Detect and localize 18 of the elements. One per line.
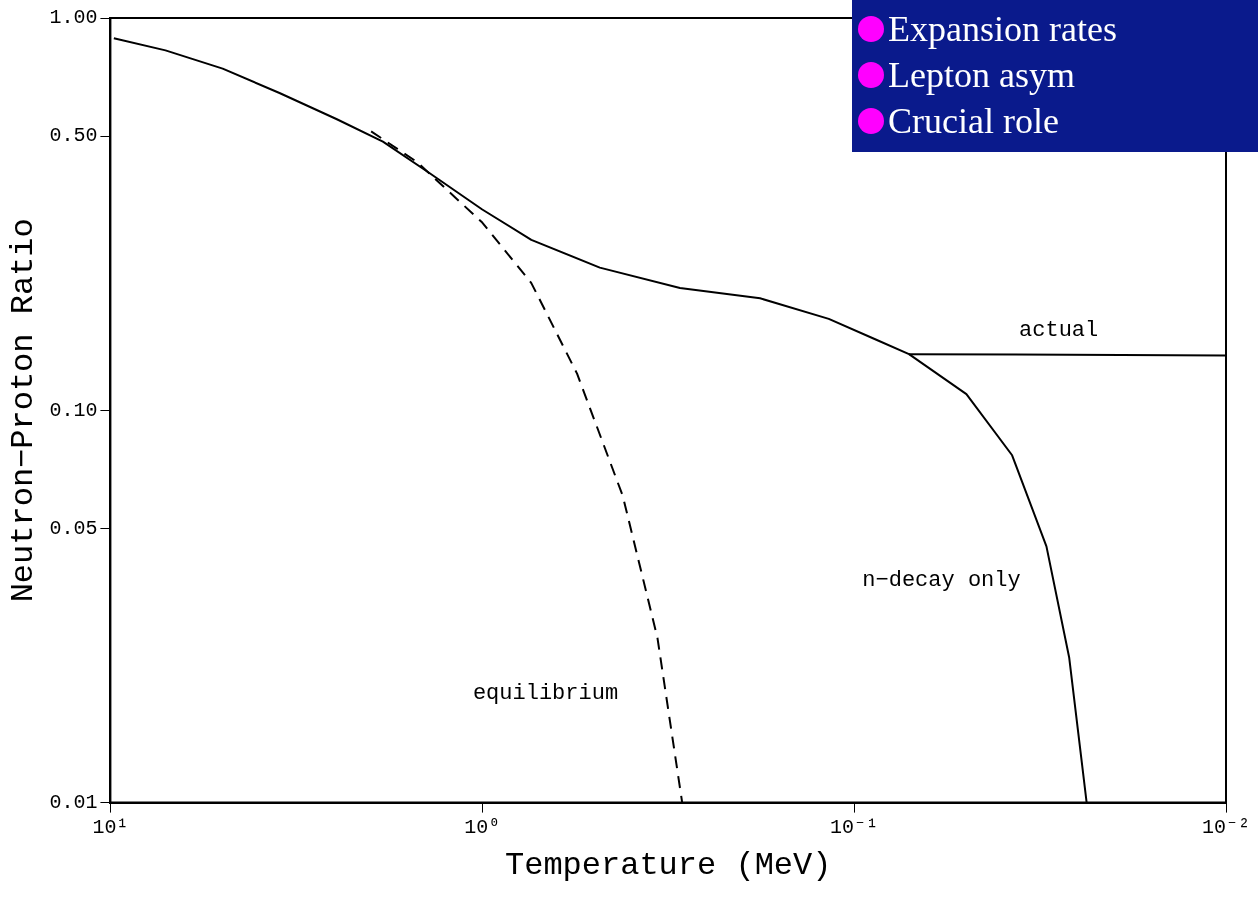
annotation: Lepton asym [888,54,1075,97]
y-tick-label: 0.10 [49,398,98,422]
y-tick-label: 0.01 [49,790,98,814]
series-label: n−decay only [862,567,1021,593]
x-tick-label: 10¹ [92,815,129,839]
x-tick-label: 10⁰ [464,815,501,839]
y-tick-label: 0.50 [49,124,98,148]
y-tick-label: 1.00 [49,6,98,30]
x-axis-title: Temperature (MeV) [504,847,832,885]
series-label: actual [1019,318,1099,344]
y-tick-label: 0.05 [49,516,98,540]
y-axis-title: Neutron−Proton Ratio [4,218,42,603]
x-tick-label: 10⁻¹ [830,815,879,839]
annotation: Crucial role [888,100,1059,143]
x-tick-label: 10⁻² [1201,815,1251,839]
annotation: Expansion rates [888,8,1117,51]
text-panel: Expansion rates Lepton asym Crucial role [852,0,1258,152]
text: equilibrium [472,680,619,706]
